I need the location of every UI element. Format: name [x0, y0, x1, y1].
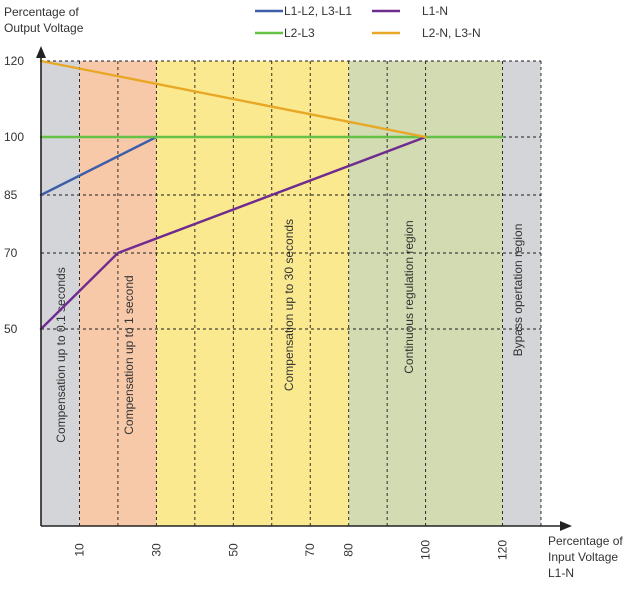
region-label-4: Continuous regulation region [402, 220, 416, 373]
region-label-2: Compensation up to 1 second [122, 275, 136, 434]
y-axis-title-line-1: Percentage of [4, 5, 79, 19]
x-tick-label: 10 [72, 543, 86, 557]
y-tick-label: 120 [4, 54, 24, 68]
x-axis-title-line-3: L1-N [548, 566, 574, 580]
legend-label-3: L1-N [422, 4, 448, 18]
labels-layer: Percentage of Output Voltage Percentage … [4, 5, 623, 580]
y-axis-arrow [36, 46, 46, 58]
x-tick-label: 30 [149, 543, 163, 557]
x-tick-label: 80 [342, 543, 356, 557]
x-axis-title-line-1: Percentage of [548, 534, 623, 548]
x-axis-arrow [560, 521, 572, 531]
region-label-1: Compensation up to 0.1 seconds [54, 267, 68, 442]
region-3 [156, 61, 349, 526]
x-tick-label: 120 [496, 540, 510, 560]
series-line-3 [39, 135, 427, 331]
legend-label-4: L2-N, L3-N [422, 26, 481, 40]
y-tick-label: 70 [4, 246, 18, 260]
region-1 [41, 61, 80, 526]
y-tick-label: 85 [4, 188, 18, 202]
legend-label-2: L2-L3 [284, 26, 315, 40]
region-5 [502, 61, 541, 526]
region-label-3: Compensation up to 30 seconds [282, 219, 296, 391]
series-line-4 [39, 59, 427, 139]
y-tick-label: 100 [4, 130, 24, 144]
region-4 [348, 61, 503, 526]
x-tick-label: 50 [226, 543, 240, 557]
region-label-5: Bypass opertation region [511, 224, 525, 357]
axes-layer [36, 46, 572, 531]
region-2 [79, 61, 157, 526]
x-tick-label: 70 [303, 543, 317, 557]
y-tick-label: 50 [4, 322, 18, 336]
regions-layer: Compensation up to 0.1 seconds Compensati… [41, 61, 541, 526]
series-layer [39, 59, 504, 331]
y-axis-title-line-2: Output Voltage [4, 21, 84, 35]
x-tick-label: 100 [419, 540, 433, 560]
legend: L1-L2, L3-L1 L2-L3 L1-N L2-N, L3-N [255, 4, 481, 40]
legend-label-1: L1-L2, L3-L1 [284, 4, 352, 18]
x-axis-title-line-2: Input Voltage [548, 550, 618, 564]
series-line-1 [39, 135, 158, 197]
